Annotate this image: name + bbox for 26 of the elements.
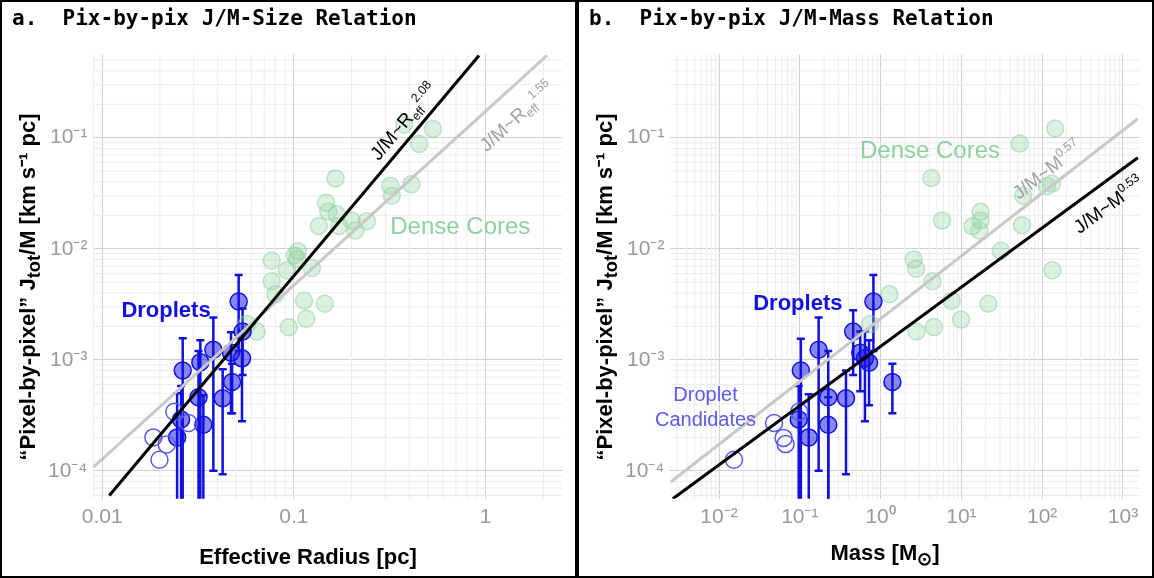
y-tick-label: 10⁻³ <box>627 346 665 370</box>
y-tick-label: 10⁻⁴ <box>47 457 88 481</box>
y-tick-label: 10⁻² <box>50 235 88 259</box>
x-tick-label: 10² <box>1026 504 1058 528</box>
x-tick-label: 0.01 <box>81 504 123 528</box>
x-tick-label: 0.1 <box>279 504 309 528</box>
series-label: Dense Cores <box>859 135 1001 163</box>
y-tick-label: 10⁻¹ <box>627 124 665 148</box>
series-label: Droplets <box>121 297 211 323</box>
x-tick-label: 10¹ <box>946 504 977 528</box>
x-tick-label: 10⁻¹ <box>781 504 819 528</box>
series-label: Droplets <box>753 289 843 315</box>
y-tick-label: 10⁻¹ <box>50 124 88 148</box>
y-tick-label: 10⁻⁴ <box>624 457 665 481</box>
x-tick-label: 10³ <box>1107 504 1139 528</box>
y-tick-label: 10⁻² <box>627 235 665 259</box>
x-tick-label: 10⁻² <box>700 504 738 528</box>
chart-title: a. Pix-by-pix J/M-Size Relation <box>12 6 417 30</box>
chart-title: b. Pix-by-pix J/M-Mass Relation <box>589 6 994 30</box>
series-label: Dense Cores <box>390 211 531 239</box>
x-axis-title: Mass [M$_{⊙}$] <box>829 539 941 570</box>
x-axis-title: Effective Radius [pc] <box>198 544 418 570</box>
y-tick-label: 10⁻³ <box>50 346 88 370</box>
series-label: Droplet Candidates <box>654 382 757 430</box>
x-tick-label: 1 <box>479 504 492 528</box>
x-tick-label: 10⁰ <box>865 504 896 528</box>
